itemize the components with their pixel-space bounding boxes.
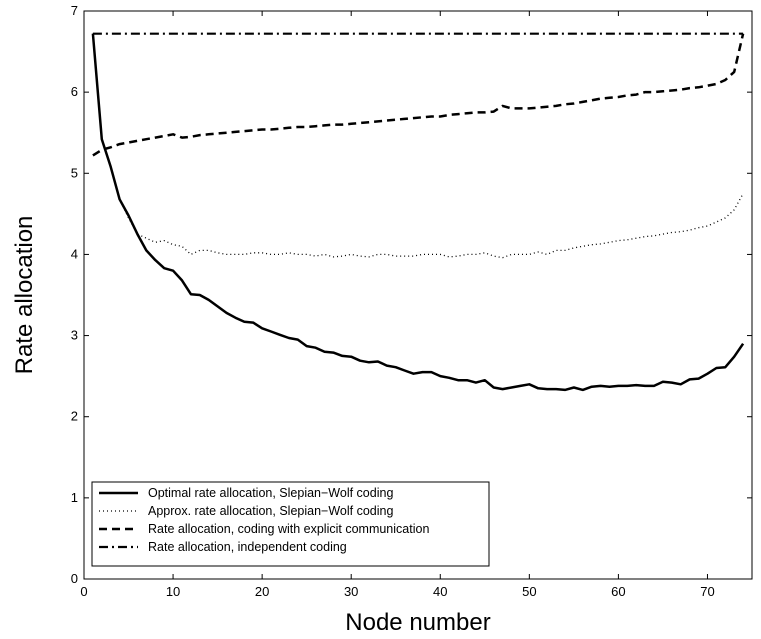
x-axis-ticks: 0 10 20 30 40 50 60 70 — [80, 11, 715, 599]
y-axis-title: Rate allocation — [11, 216, 38, 375]
x-tick-label: 40 — [433, 584, 447, 599]
y-tick-label: 5 — [71, 165, 78, 180]
series-lines — [91, 32, 745, 392]
x-tick-label: 30 — [344, 584, 358, 599]
legend-label-2: Rate allocation, coding with explicit co… — [148, 522, 429, 536]
y-tick-label: 6 — [71, 84, 78, 99]
x-tick-label: 60 — [611, 584, 625, 599]
legend: Optimal rate allocation, Slepian−Wolf co… — [91, 481, 490, 567]
y-tick-label: 7 — [71, 3, 78, 18]
legend-label-0: Optimal rate allocation, Slepian−Wolf co… — [148, 486, 393, 500]
x-tick-label: 20 — [255, 584, 269, 599]
y-axis-ticks: 0 1 2 3 4 5 6 7 — [71, 3, 752, 586]
y-tick-label: 4 — [71, 246, 78, 261]
y-tick-label: 1 — [71, 490, 78, 505]
x-tick-label: 50 — [522, 584, 536, 599]
series-line-2 — [92, 33, 745, 157]
legend-label-1: Approx. rate allocation, Slepian−Wolf co… — [148, 504, 393, 518]
x-tick-label: 10 — [166, 584, 180, 599]
series-line-0 — [91, 33, 745, 392]
x-tick-label: 70 — [700, 584, 714, 599]
y-tick-label: 3 — [71, 328, 78, 343]
legend-label-3: Rate allocation, independent coding — [148, 540, 347, 554]
x-axis-title: Node number — [345, 609, 490, 636]
legend-box — [91, 481, 490, 567]
x-tick-label: 0 — [80, 584, 87, 599]
y-tick-label: 2 — [71, 409, 78, 424]
y-tick-label: 0 — [71, 571, 78, 586]
